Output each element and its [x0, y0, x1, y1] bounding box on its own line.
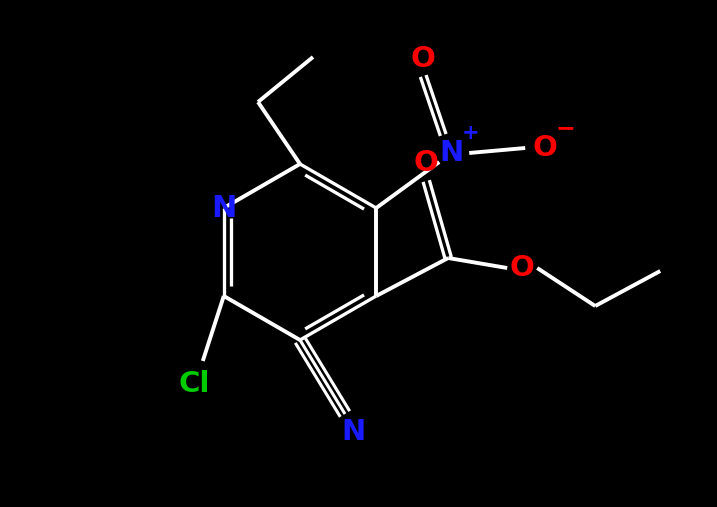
- Text: O: O: [510, 254, 535, 282]
- Text: O: O: [533, 134, 558, 162]
- Text: +: +: [462, 123, 479, 143]
- Text: O: O: [411, 45, 436, 73]
- Text: −: −: [556, 116, 575, 140]
- Text: N: N: [341, 418, 365, 446]
- Text: O: O: [414, 149, 439, 177]
- Text: N: N: [439, 139, 463, 167]
- Text: N: N: [211, 194, 237, 223]
- Text: Cl: Cl: [178, 370, 209, 398]
